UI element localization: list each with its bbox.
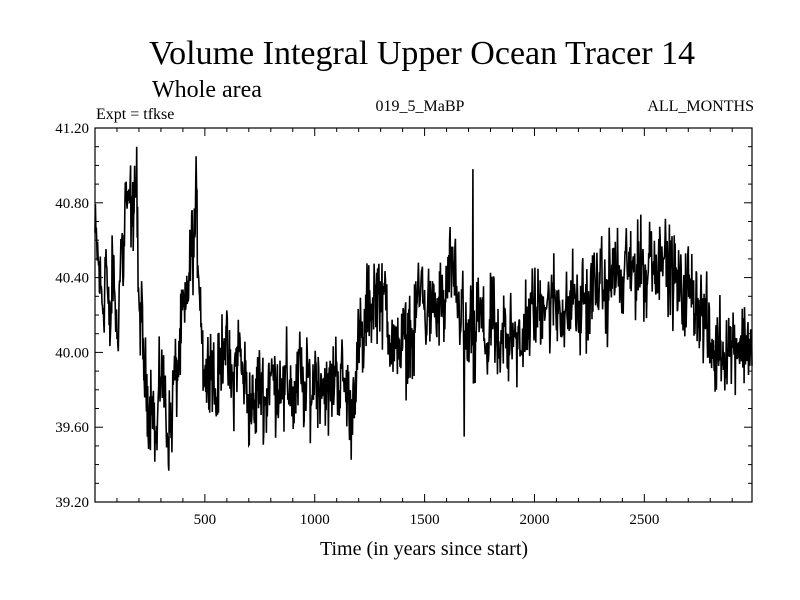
x-tick-label: 2000 [519,512,549,528]
y-tick-label: 39.60 [55,420,89,436]
x-tick-label: 1000 [300,512,330,528]
y-tick-label: 41.20 [55,121,89,137]
y-tick-label: 40.80 [55,196,89,212]
x-axis-label: Time (in years since start) [320,538,528,560]
expt-label: Expt = tfkse [96,106,174,123]
plot-area: 500 1000 1500 2000 2500 39.20 39.60 40.00 40.40 4… [55,121,753,528]
y-tick-label: 40.00 [55,345,89,361]
x-tick-label: 1500 [410,512,440,528]
x-tick-label: 500 [194,512,217,528]
period-label: ALL_MONTHS [647,98,754,115]
series-line [94,146,753,471]
chart-title: Volume Integral Upper Ocean Tracer 14 [149,35,695,72]
x-tick-label: 2500 [629,512,659,528]
y-tick-label: 40.40 [55,271,89,287]
y-tick-label: 39.20 [55,495,89,511]
chart-subtitle: Whole area [152,77,262,103]
run-label: 019_5_MaBP [376,98,465,115]
plot-frame [94,127,753,503]
